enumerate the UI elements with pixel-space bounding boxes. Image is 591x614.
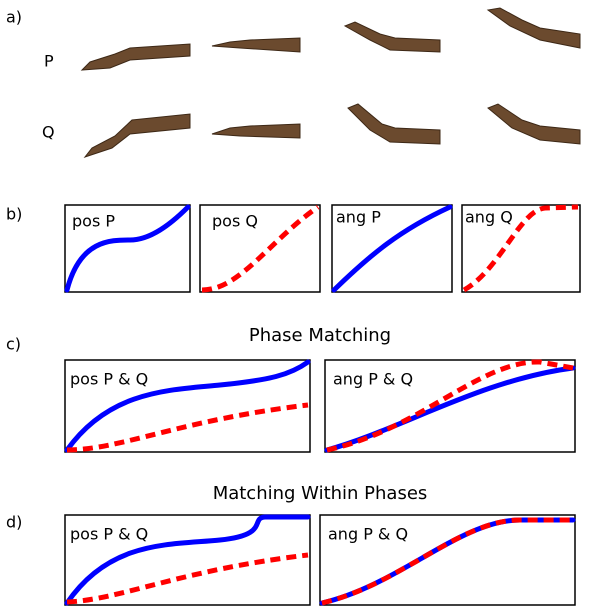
- arm-images: [82, 8, 580, 157]
- plot-label: pos P & Q: [70, 525, 148, 544]
- panel-label: d): [6, 513, 22, 532]
- panel-title: Phase Matching: [249, 325, 391, 346]
- row-label: Q: [42, 123, 55, 142]
- plot-label: ang Q: [465, 208, 513, 227]
- plot-label: pos Q: [212, 212, 258, 231]
- plot-label: ang P: [336, 208, 381, 227]
- figure: a) P Q b) pos P pos Q ang P ang Q c) Pha…: [0, 0, 591, 610]
- row-label: P: [44, 52, 54, 71]
- plot-label: pos P & Q: [70, 370, 148, 389]
- plot-label: ang P & Q: [328, 525, 408, 544]
- panel-label: a): [6, 8, 22, 27]
- panel-label: c): [6, 335, 21, 354]
- panel-title: Matching Within Phases: [213, 483, 428, 504]
- plot-label: pos P: [72, 212, 115, 231]
- panel-label: b): [6, 205, 22, 224]
- plot-label: ang P & Q: [333, 370, 413, 389]
- curve-q: [67, 555, 308, 602]
